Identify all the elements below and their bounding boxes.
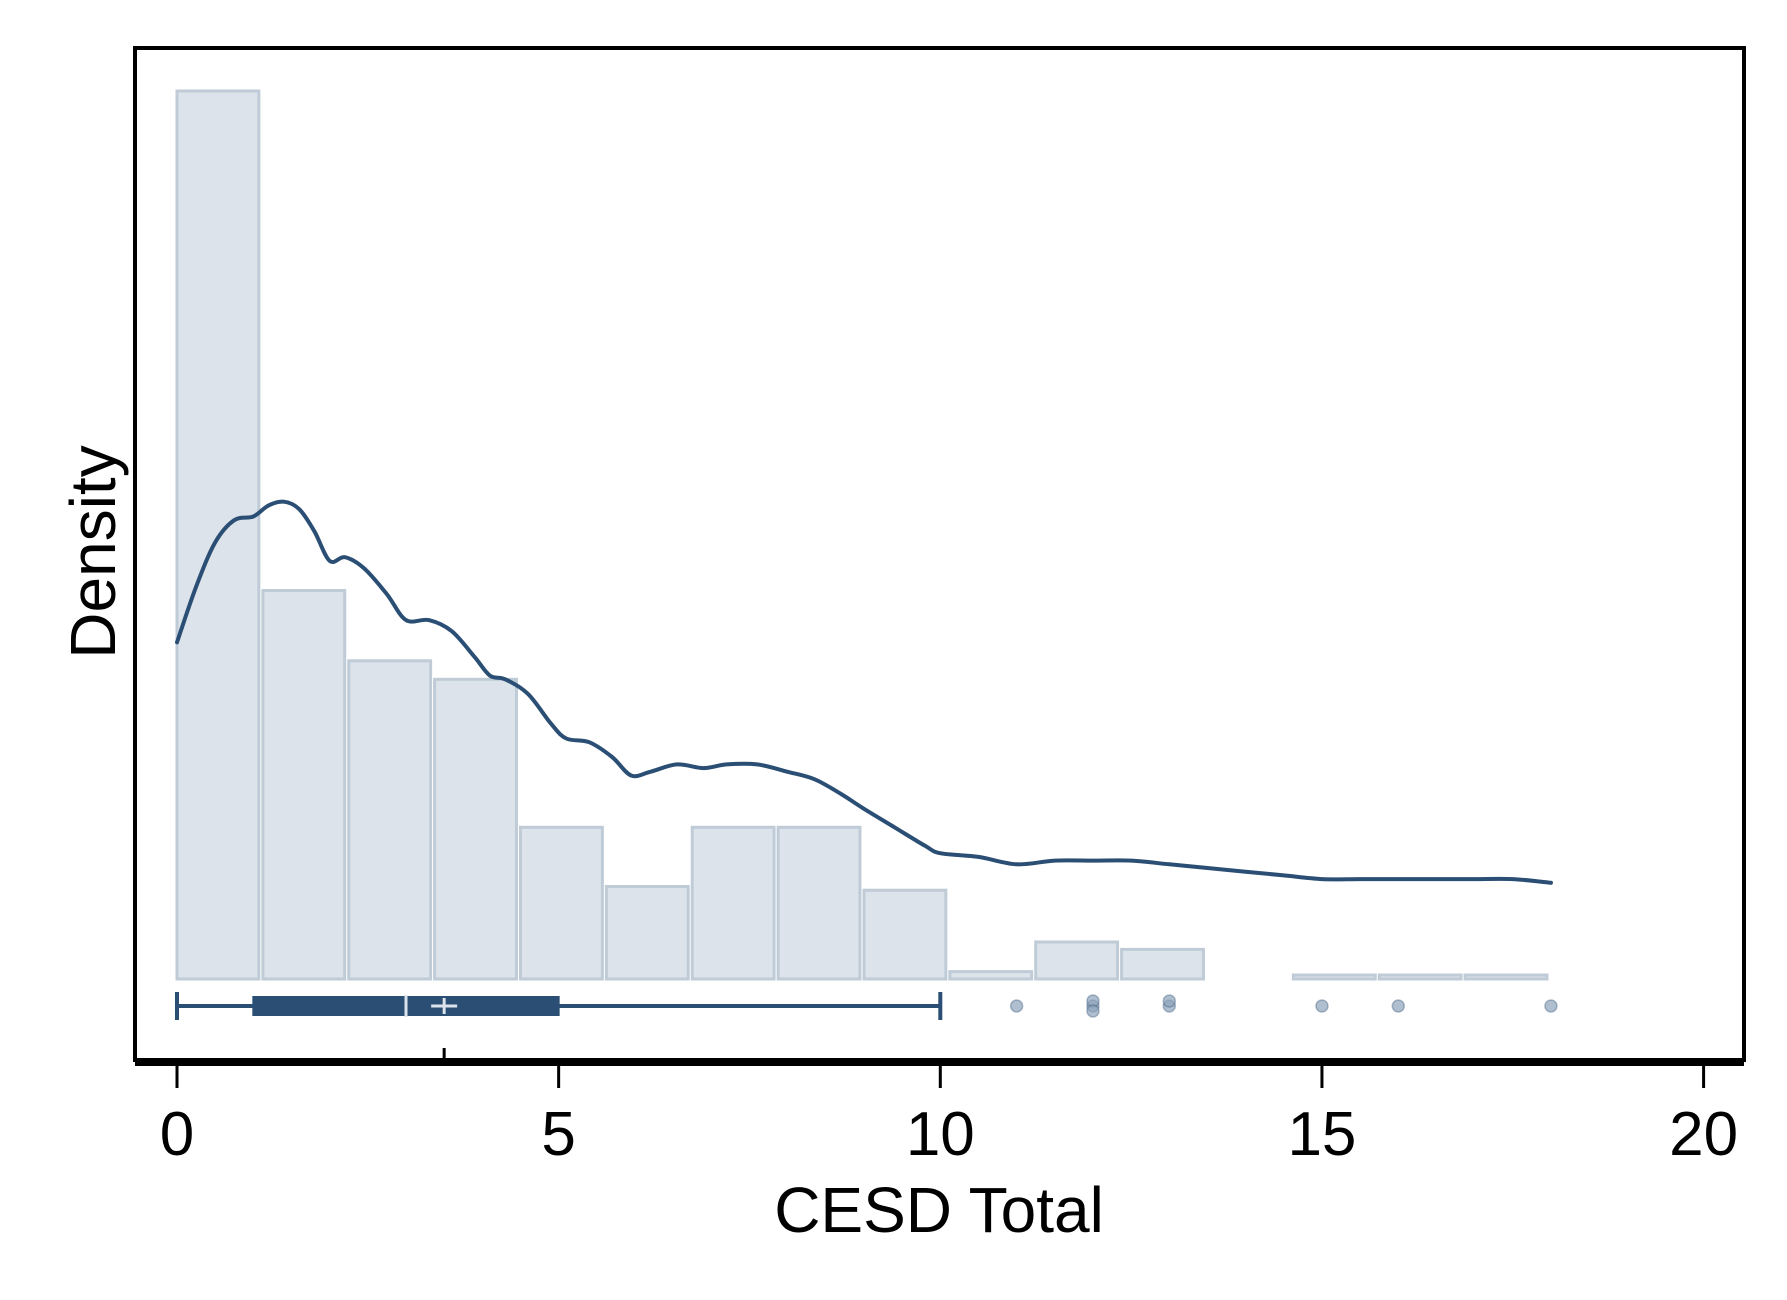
x-tick-label: 15 — [1287, 1100, 1356, 1169]
outlier-point — [1009, 999, 1024, 1013]
histogram-bar — [862, 888, 948, 981]
boxplot — [175, 992, 943, 1020]
outlier-point — [1544, 999, 1558, 1013]
histogram-bar — [1377, 973, 1463, 981]
x-axis-label: CESD Total — [774, 1174, 1104, 1246]
density-curve-group — [175, 499, 1553, 885]
histogram-bar — [690, 825, 776, 981]
outlier-points — [1009, 994, 1558, 1018]
histogram-bar — [1120, 947, 1205, 981]
x-tick-label: 10 — [906, 1100, 975, 1169]
outlier-point — [1391, 999, 1406, 1013]
x-tick-label: 5 — [541, 1100, 575, 1169]
histogram-bar — [261, 589, 347, 981]
histogram-bars — [175, 89, 1549, 981]
histogram-bar — [518, 825, 604, 981]
outlier-point — [1315, 999, 1329, 1013]
histogram-bar — [347, 659, 433, 981]
histogram-bar — [433, 677, 518, 981]
histogram-bar — [604, 885, 690, 981]
histogram-bar — [1034, 940, 1120, 981]
histogram-bar — [776, 825, 862, 981]
histogram-bar — [1291, 973, 1377, 981]
x-tick-label: 0 — [160, 1100, 194, 1169]
histogram-bar — [1463, 973, 1549, 981]
histogram-bar — [948, 970, 1034, 981]
y-axis-label: Density — [57, 445, 129, 658]
x-axis: 0 5 10 15 20 — [135, 1048, 1744, 1169]
density-curve — [175, 499, 1553, 885]
outlier-point — [1162, 994, 1177, 1008]
plot-frame — [133, 46, 1746, 1062]
outlier-point — [1086, 1004, 1100, 1018]
x-tick-label: 20 — [1669, 1100, 1738, 1169]
